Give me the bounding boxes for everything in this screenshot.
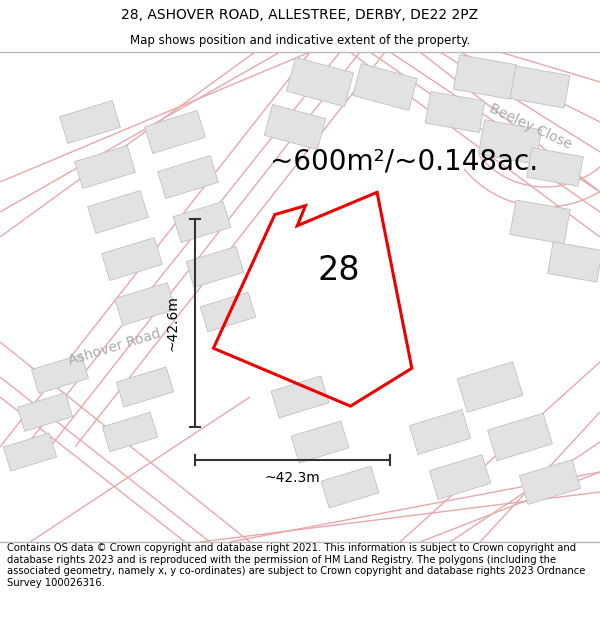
Polygon shape [74,146,136,188]
Polygon shape [409,409,470,454]
Polygon shape [264,104,326,149]
Text: Ashover Road: Ashover Road [67,326,163,367]
Text: Beeley Close: Beeley Close [487,102,574,152]
Text: 28, ASHOVER ROAD, ALLESTREE, DERBY, DE22 2PZ: 28, ASHOVER ROAD, ALLESTREE, DERBY, DE22… [121,8,479,21]
Polygon shape [158,156,218,198]
Text: Contains OS data © Crown copyright and database right 2021. This information is : Contains OS data © Crown copyright and d… [7,543,586,588]
Polygon shape [102,412,158,452]
Polygon shape [353,64,417,111]
Polygon shape [31,354,89,394]
Polygon shape [488,413,553,461]
Text: Map shows position and indicative extent of the property.: Map shows position and indicative extent… [130,34,470,47]
Polygon shape [115,282,175,326]
Polygon shape [454,55,517,99]
Polygon shape [510,66,570,108]
Polygon shape [527,148,583,186]
Polygon shape [116,367,173,407]
Polygon shape [478,120,542,164]
Polygon shape [510,200,570,244]
Polygon shape [286,58,353,107]
Polygon shape [101,238,163,281]
Text: 28: 28 [317,254,360,287]
Polygon shape [520,459,581,504]
Polygon shape [271,376,329,418]
Polygon shape [200,292,256,332]
Text: ~42.3m: ~42.3m [265,471,320,485]
Polygon shape [59,101,121,143]
Polygon shape [4,433,56,471]
Polygon shape [430,454,491,499]
Text: ~600m²/~0.148ac.: ~600m²/~0.148ac. [270,148,538,176]
Polygon shape [186,246,244,288]
Polygon shape [145,111,205,153]
Polygon shape [173,201,231,242]
Polygon shape [425,91,485,132]
Polygon shape [321,466,379,508]
Polygon shape [457,362,523,413]
Polygon shape [17,392,73,431]
Text: ~42.6m: ~42.6m [166,295,180,351]
Polygon shape [548,242,600,282]
Polygon shape [291,421,349,463]
Polygon shape [88,191,148,233]
